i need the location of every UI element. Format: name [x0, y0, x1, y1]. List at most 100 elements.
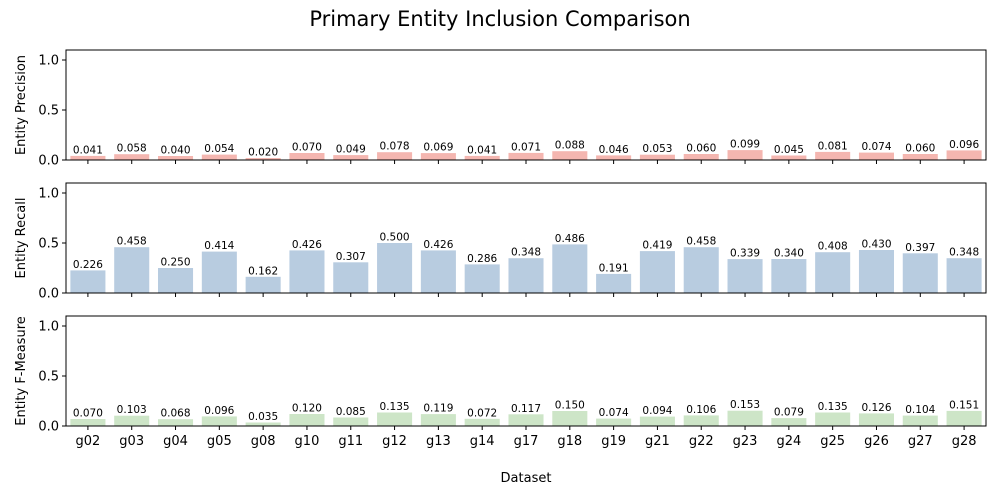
bar-g18 — [552, 411, 588, 426]
data-label-g10: 0.120 — [292, 403, 322, 415]
data-label-g18: 0.150 — [555, 400, 585, 412]
bar-g14 — [464, 418, 500, 426]
data-label-g03: 0.458 — [117, 236, 147, 248]
x-tick-label-g12: g12 — [382, 434, 407, 449]
data-label-g13: 0.069 — [423, 142, 453, 154]
data-label-g22: 0.458 — [686, 236, 716, 248]
data-label-g21: 0.094 — [642, 405, 672, 417]
data-label-g24: 0.340 — [774, 248, 804, 260]
y-tick-label: 0.5 — [38, 370, 59, 385]
bar-g23 — [727, 259, 763, 293]
data-label-g10: 0.070 — [292, 142, 322, 154]
x-axis-label: Dataset — [501, 471, 552, 486]
x-tick-label-g05: g05 — [207, 434, 232, 449]
x-tick-label-g14: g14 — [470, 434, 495, 449]
bar-g21 — [639, 154, 675, 160]
data-label-g25: 0.081 — [818, 140, 848, 152]
data-label-g12: 0.500 — [380, 232, 410, 244]
data-label-g17: 0.117 — [511, 403, 541, 415]
bar-g02 — [70, 155, 106, 160]
bar-g19 — [596, 418, 632, 426]
data-label-g13: 0.119 — [423, 403, 453, 415]
data-label-g21: 0.053 — [642, 143, 672, 155]
data-label-g25: 0.408 — [818, 241, 848, 253]
data-label-g14: 0.286 — [467, 253, 497, 265]
data-label-g02: 0.070 — [73, 408, 103, 420]
bar-g27 — [902, 415, 938, 426]
data-label-g25: 0.135 — [818, 401, 848, 413]
data-label-g26: 0.074 — [861, 141, 891, 153]
x-tick-label-g25: g25 — [820, 434, 845, 449]
x-tick-label-g21: g21 — [645, 434, 670, 449]
bar-g24 — [771, 418, 807, 426]
bar-g17 — [508, 258, 544, 293]
bar-g12 — [377, 152, 413, 160]
data-label-g26: 0.430 — [861, 239, 891, 251]
data-label-g23: 0.153 — [730, 399, 760, 411]
data-label-g19: 0.191 — [599, 262, 629, 274]
bar-g23 — [727, 410, 763, 426]
data-label-g04: 0.068 — [160, 408, 190, 420]
data-label-g27: 0.104 — [905, 404, 935, 416]
data-label-g14: 0.041 — [467, 144, 497, 156]
bar-g05 — [201, 154, 237, 160]
bar-g08 — [245, 276, 281, 293]
data-label-g04: 0.250 — [160, 257, 190, 269]
x-tick-label-g11: g11 — [338, 434, 363, 449]
x-tick-label-g26: g26 — [864, 434, 889, 449]
data-label-g02: 0.226 — [73, 259, 103, 271]
data-label-g03: 0.103 — [117, 404, 147, 416]
y-axis-label: Entity F-Measure — [14, 316, 29, 426]
bar-g05 — [201, 416, 237, 426]
data-label-g19: 0.046 — [599, 144, 629, 156]
bar-g26 — [858, 152, 894, 160]
data-label-g13: 0.426 — [423, 239, 453, 251]
data-label-g04: 0.040 — [160, 145, 190, 157]
x-tick-label-g10: g10 — [295, 434, 320, 449]
data-label-g11: 0.049 — [336, 144, 366, 156]
bar-g18 — [552, 244, 588, 293]
y-tick-label: 0.5 — [38, 104, 59, 119]
x-tick-label-g23: g23 — [733, 434, 758, 449]
data-label-g18: 0.088 — [555, 140, 585, 152]
bar-g25 — [815, 151, 851, 160]
data-label-g08: 0.162 — [248, 265, 278, 277]
bar-g28 — [946, 150, 982, 160]
y-tick-label: 0.0 — [38, 420, 59, 435]
bar-g13 — [420, 250, 456, 293]
bar-g22 — [683, 154, 719, 160]
data-label-g11: 0.085 — [336, 406, 366, 418]
bar-g03 — [114, 415, 150, 426]
bar-g24 — [771, 155, 807, 160]
bar-g03 — [114, 247, 150, 293]
bar-g02 — [70, 419, 106, 426]
x-tick-label-g28: g28 — [952, 434, 977, 449]
bar-g24 — [771, 259, 807, 293]
data-label-g05: 0.054 — [204, 143, 234, 155]
bar-g05 — [201, 251, 237, 293]
x-tick-label-g02: g02 — [76, 434, 101, 449]
data-label-g22: 0.060 — [686, 143, 716, 155]
data-label-g21: 0.419 — [642, 240, 672, 252]
bar-g27 — [902, 154, 938, 160]
data-label-g23: 0.099 — [730, 139, 760, 151]
y-tick-label: 0.5 — [38, 237, 59, 252]
bar-g17 — [508, 152, 544, 160]
data-label-g08: 0.020 — [248, 147, 278, 159]
data-label-g24: 0.079 — [774, 407, 804, 419]
bar-g10 — [289, 153, 325, 160]
bar-g23 — [727, 150, 763, 160]
bar-g21 — [639, 251, 675, 293]
data-label-g28: 0.151 — [949, 399, 979, 411]
data-label-g03: 0.058 — [117, 143, 147, 155]
bar-g04 — [158, 419, 194, 426]
bar-g26 — [858, 250, 894, 293]
bar-g25 — [815, 412, 851, 426]
bar-g18 — [552, 151, 588, 160]
x-tick-label-g19: g19 — [601, 434, 626, 449]
x-tick-label-g13: g13 — [426, 434, 451, 449]
bar-g21 — [639, 416, 675, 426]
x-tick-label-g27: g27 — [908, 434, 933, 449]
data-label-g19: 0.074 — [599, 407, 629, 419]
data-label-g18: 0.486 — [555, 233, 585, 245]
